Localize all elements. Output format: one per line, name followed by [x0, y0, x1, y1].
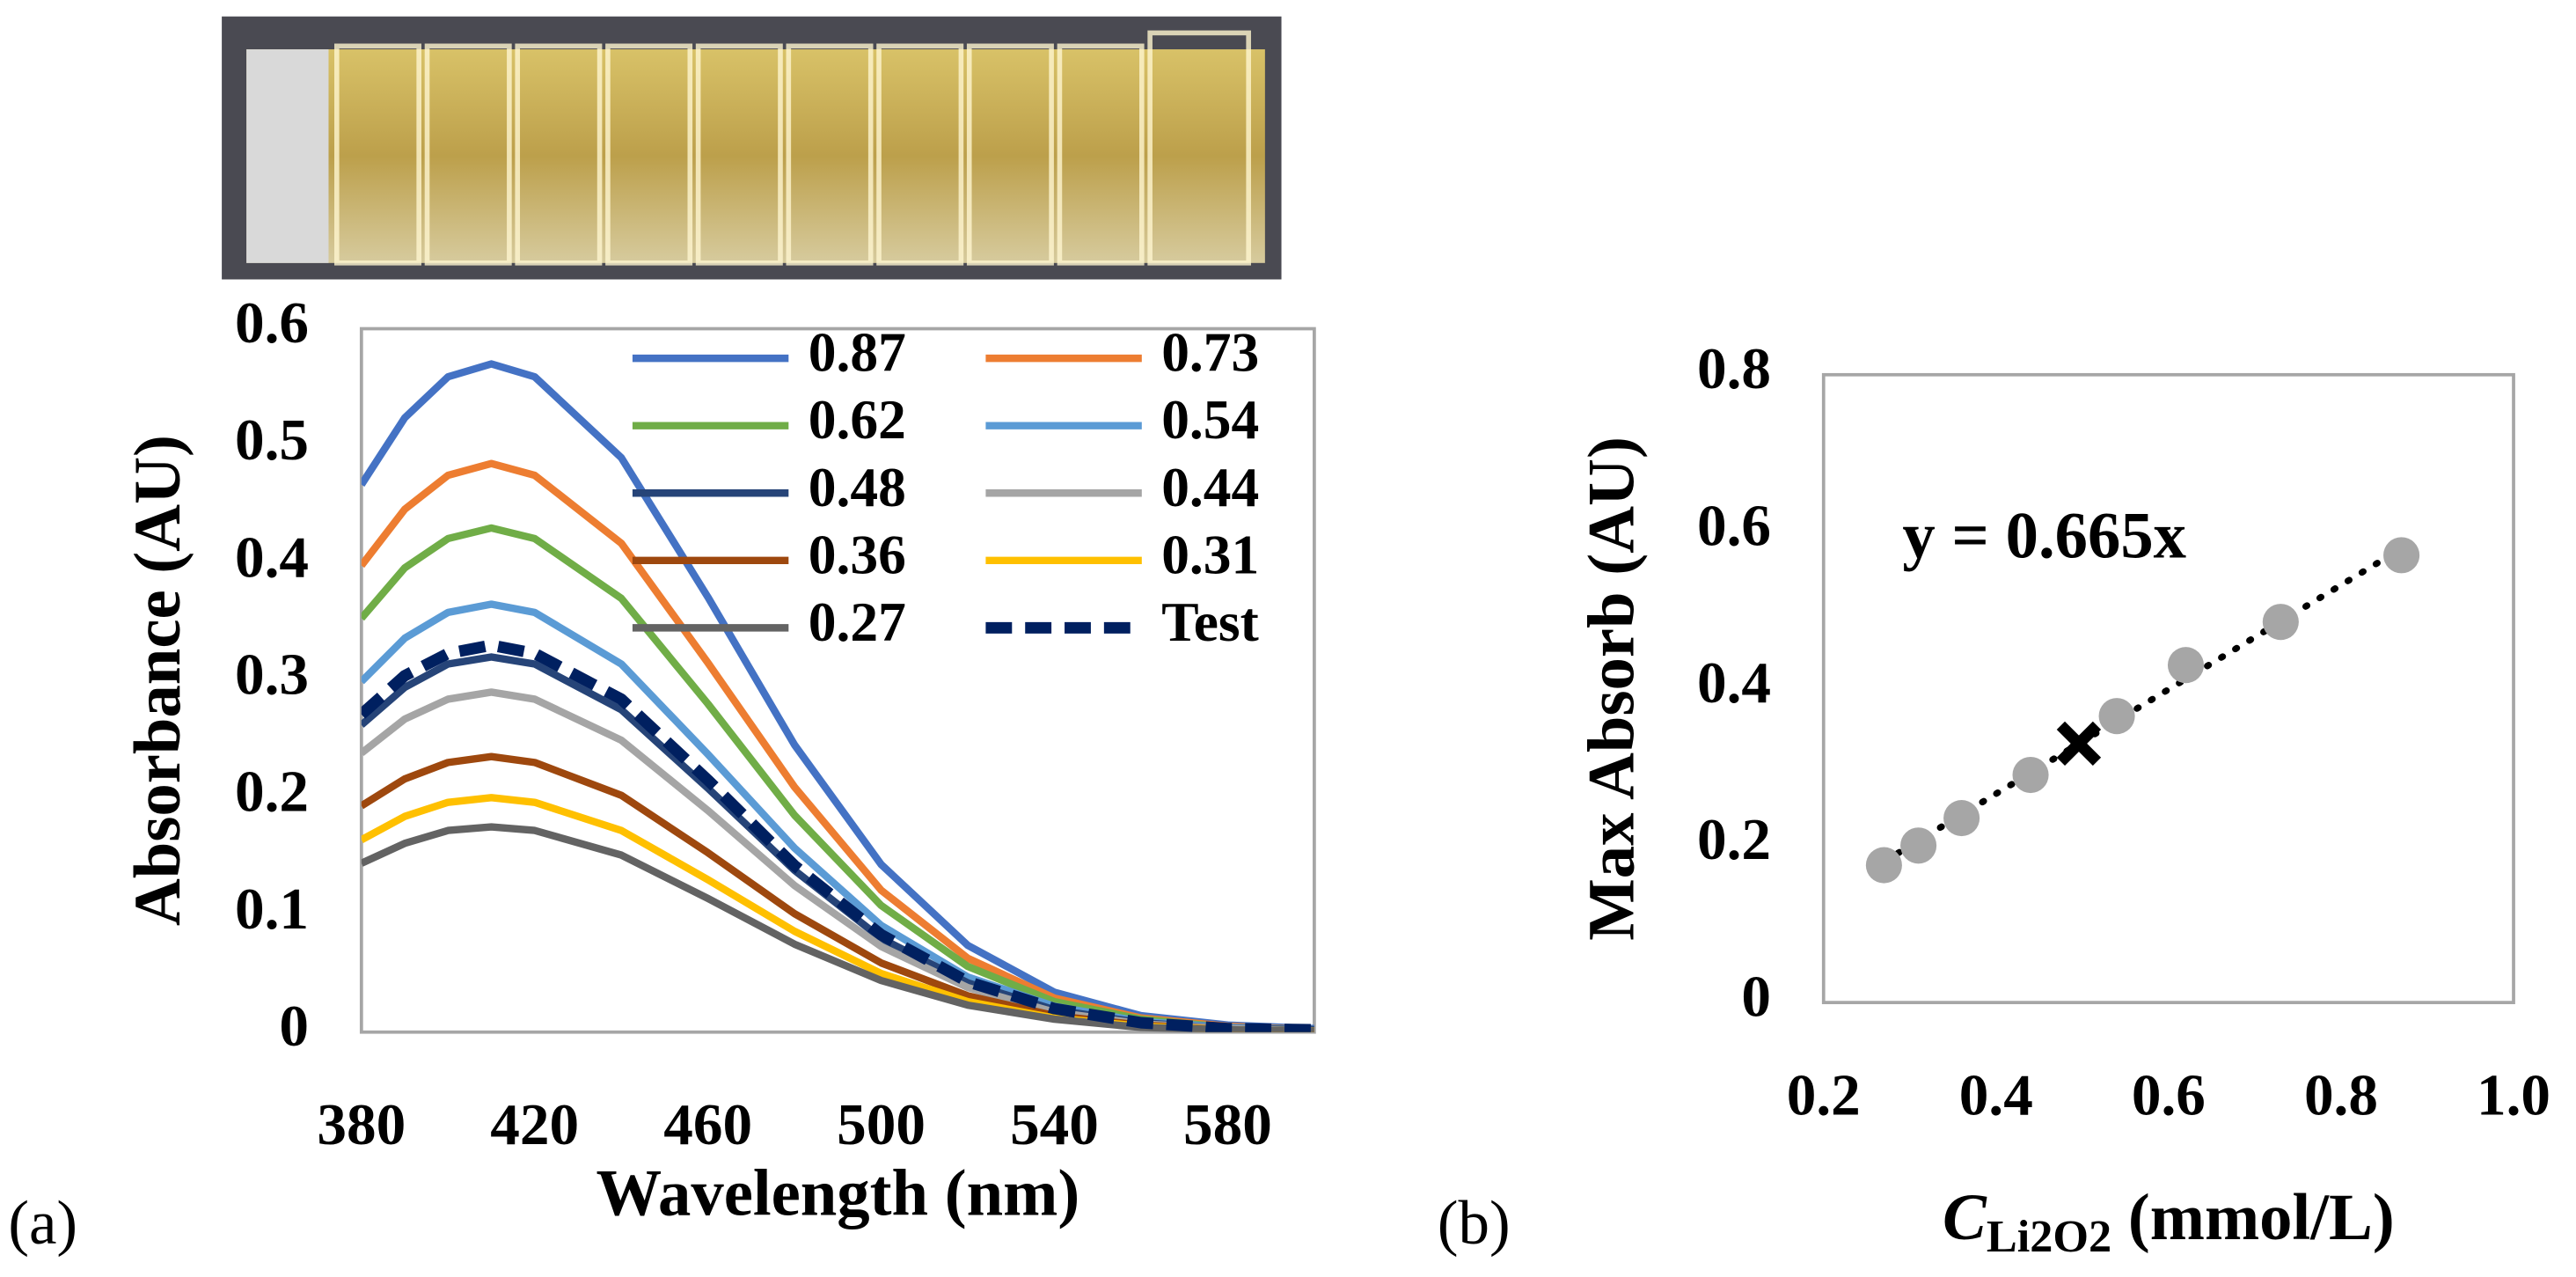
- legend-label: 0.31: [1161, 523, 1259, 585]
- x-tick-label: 420: [490, 1091, 579, 1157]
- legend-label: 0.62: [809, 388, 906, 451]
- legend-label: Test: [1161, 591, 1259, 653]
- test-point: [2056, 721, 2102, 767]
- x-tick-label: 1.0: [2477, 1062, 2550, 1128]
- x-tick-label: 0.4: [1959, 1062, 2033, 1128]
- x-tick-label: 460: [663, 1091, 752, 1157]
- legend-label: 0.48: [809, 456, 906, 518]
- y-tick-label: 0.3: [235, 642, 309, 708]
- panel-a: 0 0.1 0.2 0.3 0.4 0.5 0.6 380 420 460 500 540 580 Abs…: [8, 290, 1316, 1258]
- y-tick-label: 0.4: [1697, 650, 1771, 716]
- cuvette-photo: [222, 16, 1282, 280]
- trendline-label: y = 0.665x: [1902, 499, 2186, 572]
- y-tick-label: 0.4: [235, 524, 309, 590]
- panel-label: (b): [1438, 1189, 1511, 1258]
- data-point: [1900, 827, 1937, 864]
- legend-label: 0.73: [1161, 321, 1259, 384]
- x-tick-label: 0.2: [1787, 1062, 1861, 1128]
- data-point: [2262, 604, 2299, 641]
- x-tick-label: 500: [837, 1091, 926, 1157]
- x-tick-label: 380: [317, 1091, 406, 1157]
- legend-label: 0.27: [809, 591, 906, 653]
- x-tick-label: 0.8: [2304, 1062, 2378, 1128]
- y-tick-label: 0.5: [235, 407, 309, 473]
- y-tick-label: 0.1: [235, 876, 309, 942]
- y-tick-label: 0.6: [235, 290, 309, 356]
- x-axis-label-part: (mmol/L): [2128, 1181, 2395, 1254]
- panel-label: (a): [8, 1189, 77, 1258]
- legend-label: 0.54: [1161, 388, 1259, 451]
- data-point: [1943, 800, 1980, 837]
- data-point: [2012, 756, 2049, 794]
- y-tick-label: 0: [1741, 964, 1771, 1030]
- x-tick-label: 540: [1010, 1091, 1099, 1157]
- data-point: [2167, 647, 2205, 684]
- legend-label: 0.36: [809, 523, 906, 585]
- data-point: [2098, 698, 2135, 735]
- legend-label: 0.44: [1161, 456, 1259, 518]
- plot-area: [1821, 372, 2515, 1004]
- x-tick-label: 580: [1183, 1091, 1272, 1157]
- x-axis-label-part: Li2O2: [1987, 1211, 2111, 1262]
- x-axis-label-part: C: [1943, 1181, 1987, 1254]
- y-tick-label: 0: [279, 993, 309, 1059]
- data-point: [2383, 537, 2420, 574]
- y-tick-label: 0.2: [1697, 806, 1771, 872]
- legend-label: 0.87: [809, 321, 906, 384]
- x-axis-label: Wavelength (nm): [596, 1156, 1079, 1229]
- y-tick-label: 0.6: [1697, 493, 1771, 559]
- y-axis-label: Absorbance (AU): [121, 435, 194, 926]
- y-tick-label: 0.8: [1697, 335, 1771, 401]
- y-axis-label: Max Absorb (AU): [1575, 437, 1648, 941]
- y-tick-label: 0.2: [235, 759, 309, 825]
- x-tick-label: 0.6: [2132, 1062, 2206, 1128]
- x-axis-label: CLi2O2 (mmol/L): [1943, 1181, 2395, 1262]
- data-point: [1865, 847, 1902, 884]
